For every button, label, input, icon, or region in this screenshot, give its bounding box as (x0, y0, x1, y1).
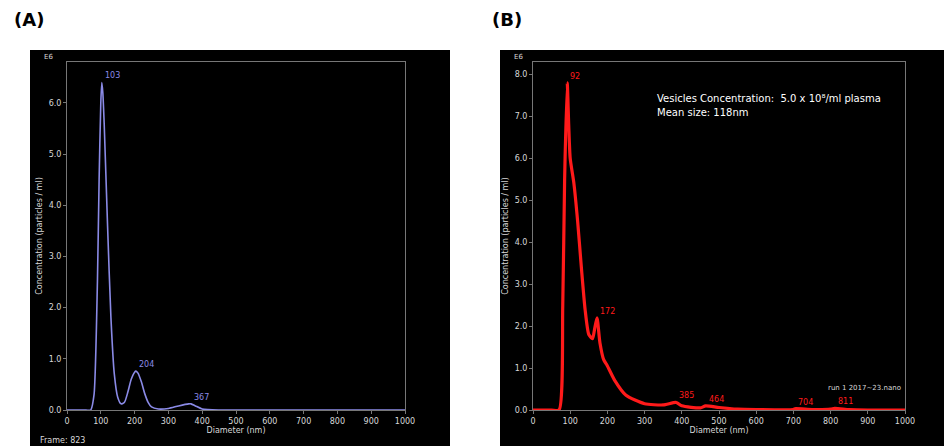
svg-text:385: 385 (679, 391, 694, 400)
svg-text:800: 800 (330, 417, 345, 426)
svg-text:100: 100 (563, 417, 578, 426)
svg-text:Concentration (particles / ml): Concentration (particles / ml) (35, 177, 44, 295)
svg-text:Vesicles Concentration: 5.0 x: Vesicles Concentration: 5.0 x 10⁸/ml pla… (657, 93, 881, 104)
svg-text:Diameter (nm): Diameter (nm) (690, 426, 749, 435)
svg-text:1000: 1000 (395, 417, 415, 426)
svg-text:1000: 1000 (895, 417, 915, 426)
svg-text:(A): (A) (14, 9, 44, 30)
svg-text:0.0: 0.0 (49, 406, 62, 415)
svg-text:4.0: 4.0 (515, 238, 528, 247)
svg-text:6.0: 6.0 (515, 154, 528, 163)
svg-text:600: 600 (262, 417, 277, 426)
svg-text:600: 600 (749, 417, 764, 426)
svg-text:704: 704 (798, 398, 813, 407)
svg-text:200: 200 (127, 417, 142, 426)
svg-text:Diameter (nm): Diameter (nm) (207, 426, 266, 435)
svg-text:1.0: 1.0 (515, 364, 528, 373)
svg-text:900: 900 (860, 417, 875, 426)
svg-text:300: 300 (637, 417, 652, 426)
svg-text:900: 900 (364, 417, 379, 426)
svg-text:2.0: 2.0 (515, 322, 528, 331)
svg-text:3.0: 3.0 (49, 252, 62, 261)
svg-text:6.0: 6.0 (49, 99, 62, 108)
svg-text:400: 400 (195, 417, 210, 426)
svg-text:Concentration (particles / ml): Concentration (particles / ml) (501, 177, 510, 295)
svg-text:5.0: 5.0 (515, 196, 528, 205)
svg-text:0: 0 (64, 417, 69, 426)
svg-text:run 1 2017~23.nano: run 1 2017~23.nano (828, 384, 901, 392)
svg-text:(B): (B) (492, 9, 522, 30)
svg-text:811: 811 (838, 397, 853, 406)
svg-text:5.0: 5.0 (49, 150, 62, 159)
svg-text:0.0: 0.0 (515, 406, 528, 415)
svg-text:464: 464 (709, 395, 724, 404)
svg-text:800: 800 (823, 417, 838, 426)
svg-text:3.0: 3.0 (515, 280, 528, 289)
svg-text:E6: E6 (44, 53, 53, 61)
svg-text:E6: E6 (514, 53, 523, 61)
svg-text:0: 0 (530, 417, 535, 426)
svg-text:100: 100 (93, 417, 108, 426)
svg-text:1.0: 1.0 (49, 355, 62, 364)
svg-text:92: 92 (570, 72, 580, 81)
svg-text:172: 172 (600, 307, 615, 316)
svg-text:Frame: 823: Frame: 823 (40, 436, 85, 445)
svg-text:500: 500 (711, 417, 726, 426)
svg-text:400: 400 (674, 417, 689, 426)
svg-text:700: 700 (786, 417, 801, 426)
svg-text:200: 200 (600, 417, 615, 426)
svg-text:300: 300 (161, 417, 176, 426)
svg-text:2.0: 2.0 (49, 303, 62, 312)
svg-text:103: 103 (105, 71, 120, 80)
svg-text:4.0: 4.0 (49, 201, 62, 210)
svg-text:8.0: 8.0 (515, 70, 528, 79)
svg-text:500: 500 (228, 417, 243, 426)
svg-text:367: 367 (194, 393, 209, 402)
svg-text:204: 204 (139, 360, 154, 369)
svg-text:Mean size: 118nm: Mean size: 118nm (657, 107, 749, 118)
svg-text:7.0: 7.0 (515, 112, 528, 121)
svg-text:700: 700 (296, 417, 311, 426)
